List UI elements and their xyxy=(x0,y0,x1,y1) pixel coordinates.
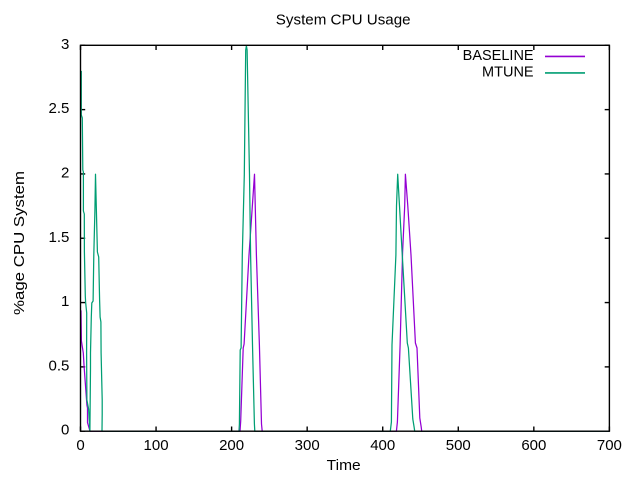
svg-text:%age CPU System: %age CPU System xyxy=(11,171,28,315)
svg-text:700: 700 xyxy=(597,437,622,454)
svg-text:2.5: 2.5 xyxy=(49,100,70,117)
svg-text:BASELINE: BASELINE xyxy=(463,48,534,64)
svg-text:1: 1 xyxy=(61,293,69,310)
svg-text:400: 400 xyxy=(370,437,395,454)
svg-text:3: 3 xyxy=(61,36,69,53)
svg-text:300: 300 xyxy=(295,437,320,454)
svg-text:System CPU Usage: System CPU Usage xyxy=(276,13,411,29)
svg-text:1.5: 1.5 xyxy=(49,229,70,246)
svg-text:200: 200 xyxy=(219,437,244,454)
svg-text:600: 600 xyxy=(521,437,546,454)
svg-text:MTUNE: MTUNE xyxy=(482,64,534,80)
svg-text:0: 0 xyxy=(76,437,84,454)
svg-text:500: 500 xyxy=(446,437,471,454)
svg-text:100: 100 xyxy=(144,437,169,454)
svg-text:0: 0 xyxy=(61,422,69,439)
svg-text:0.5: 0.5 xyxy=(49,357,70,374)
svg-text:2: 2 xyxy=(61,164,69,181)
svg-text:Time: Time xyxy=(327,458,361,474)
